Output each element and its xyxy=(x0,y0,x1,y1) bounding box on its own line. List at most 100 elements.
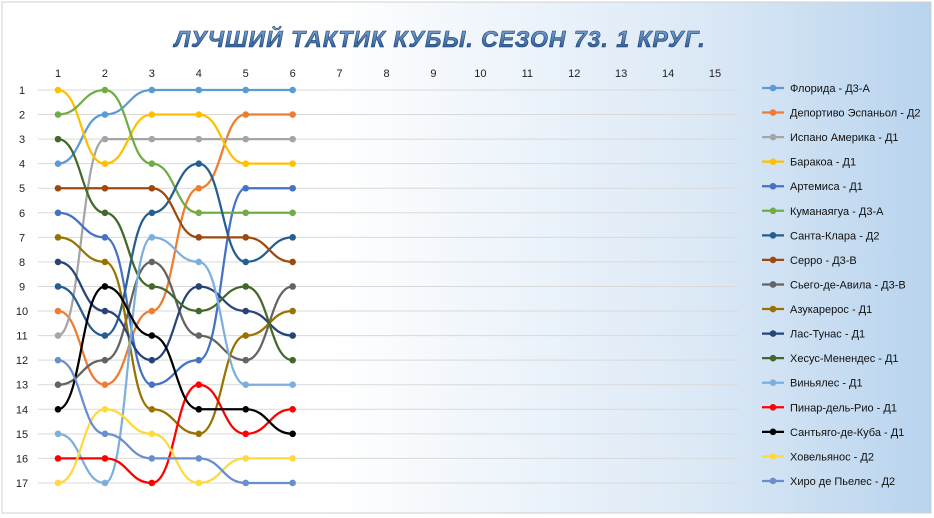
data-point xyxy=(148,356,156,364)
y-tick-label: 7 xyxy=(19,232,25,244)
legend-label: Санта-Клара - Д2 xyxy=(790,230,879,242)
legend-item: Хиро де Пьелес - Д2 xyxy=(762,476,895,488)
data-point xyxy=(289,283,296,290)
legend-marker xyxy=(769,281,777,288)
data-point xyxy=(242,405,250,413)
data-point xyxy=(242,86,250,94)
series-6 xyxy=(54,86,296,217)
data-point xyxy=(148,135,156,143)
series-15 xyxy=(54,283,296,438)
legend-item: Баракоа - Д1 xyxy=(762,157,856,169)
y-tick-label: 9 xyxy=(19,281,25,293)
series-17 xyxy=(54,356,296,487)
data-point xyxy=(242,184,250,192)
data-point xyxy=(289,258,296,266)
data-point xyxy=(289,160,296,167)
data-point xyxy=(148,258,156,266)
y-tick-label: 3 xyxy=(19,134,25,146)
legend-label: Депортиво Эспаньол - Д2 xyxy=(790,108,921,120)
data-point xyxy=(242,430,250,438)
legend-marker xyxy=(769,305,777,313)
legend-marker xyxy=(769,379,777,387)
data-point xyxy=(101,86,109,94)
x-axis-ticks: 1 2 3 4 5 6 7 8 9 10 11 12 13 14 15 xyxy=(55,68,721,80)
data-point xyxy=(242,160,250,167)
data-point xyxy=(54,209,62,217)
series-2 xyxy=(54,111,296,389)
data-point xyxy=(195,332,203,339)
legend-item: Сантьяго-де-Куба - Д1 xyxy=(762,427,904,439)
legend-item: Виньялес - Д1 xyxy=(762,378,863,390)
data-point xyxy=(54,258,62,266)
data-point xyxy=(54,135,62,143)
x-tick-label: 13 xyxy=(615,68,627,80)
legend-marker xyxy=(769,158,777,165)
series-1 xyxy=(54,86,296,167)
data-point xyxy=(195,283,203,290)
data-point xyxy=(54,430,62,438)
legend-marker xyxy=(769,207,777,215)
y-tick-label: 8 xyxy=(19,257,25,269)
data-point xyxy=(289,111,296,118)
data-point xyxy=(101,258,109,266)
x-tick-label: 5 xyxy=(243,68,249,80)
data-point xyxy=(101,332,109,339)
y-tick-label: 17 xyxy=(16,478,28,490)
data-point xyxy=(101,283,109,290)
x-tick-label: 8 xyxy=(383,68,389,80)
data-point xyxy=(242,479,250,487)
legend-label: Сьего-де-Авила - Д3-В xyxy=(790,279,906,291)
y-tick-label: 16 xyxy=(16,453,28,465)
series-14 xyxy=(54,381,296,487)
y-tick-label: 14 xyxy=(16,404,28,416)
legend-marker xyxy=(769,232,777,239)
data-point xyxy=(242,234,250,241)
x-tick-label: 15 xyxy=(709,68,721,80)
data-point xyxy=(101,184,109,192)
x-tick-label: 3 xyxy=(149,68,155,80)
data-point xyxy=(195,184,203,192)
legend-marker xyxy=(769,133,777,141)
series-10 xyxy=(54,234,296,438)
data-point xyxy=(148,307,156,315)
data-point xyxy=(195,86,203,94)
data-point xyxy=(148,234,156,241)
data-point xyxy=(54,455,62,462)
data-point xyxy=(148,430,156,438)
legend-marker xyxy=(769,84,777,92)
data-point xyxy=(195,405,203,413)
data-point xyxy=(289,86,296,94)
data-point xyxy=(195,258,203,266)
data-point xyxy=(54,356,62,364)
x-tick-label: 10 xyxy=(474,68,486,80)
series-11 xyxy=(54,258,296,364)
legend-label: Сантьяго-де-Куба - Д1 xyxy=(790,427,904,439)
legend-marker xyxy=(769,354,777,362)
data-point xyxy=(289,381,296,389)
legend-label: Ховельянос - Д2 xyxy=(790,451,874,463)
data-point xyxy=(54,184,62,192)
x-tick-label: 11 xyxy=(522,68,533,80)
legend-label: Азукарерос - Д1 xyxy=(790,304,872,316)
data-point xyxy=(195,479,203,487)
data-point xyxy=(289,455,296,462)
data-point xyxy=(195,234,203,241)
legend-label: Пинар-дель-Рио - Д1 xyxy=(790,402,897,414)
legend-label: Виньялес - Д1 xyxy=(790,378,863,390)
data-point xyxy=(195,455,203,462)
legend-item: Куманаягуа - Д3-А xyxy=(762,206,884,218)
data-point xyxy=(242,332,250,339)
data-point xyxy=(289,356,296,364)
data-point xyxy=(289,332,296,339)
data-point xyxy=(54,234,62,241)
data-point xyxy=(54,479,62,487)
data-point xyxy=(289,234,296,241)
data-point xyxy=(54,307,62,315)
legend-label: Испано Америка - Д1 xyxy=(790,132,899,144)
x-tick-label: 7 xyxy=(337,68,343,80)
legend-item: Депортиво Эспаньол - Д2 xyxy=(762,108,921,120)
series-13 xyxy=(54,234,296,487)
legend-item: Флорида - Д3-А xyxy=(762,83,870,95)
